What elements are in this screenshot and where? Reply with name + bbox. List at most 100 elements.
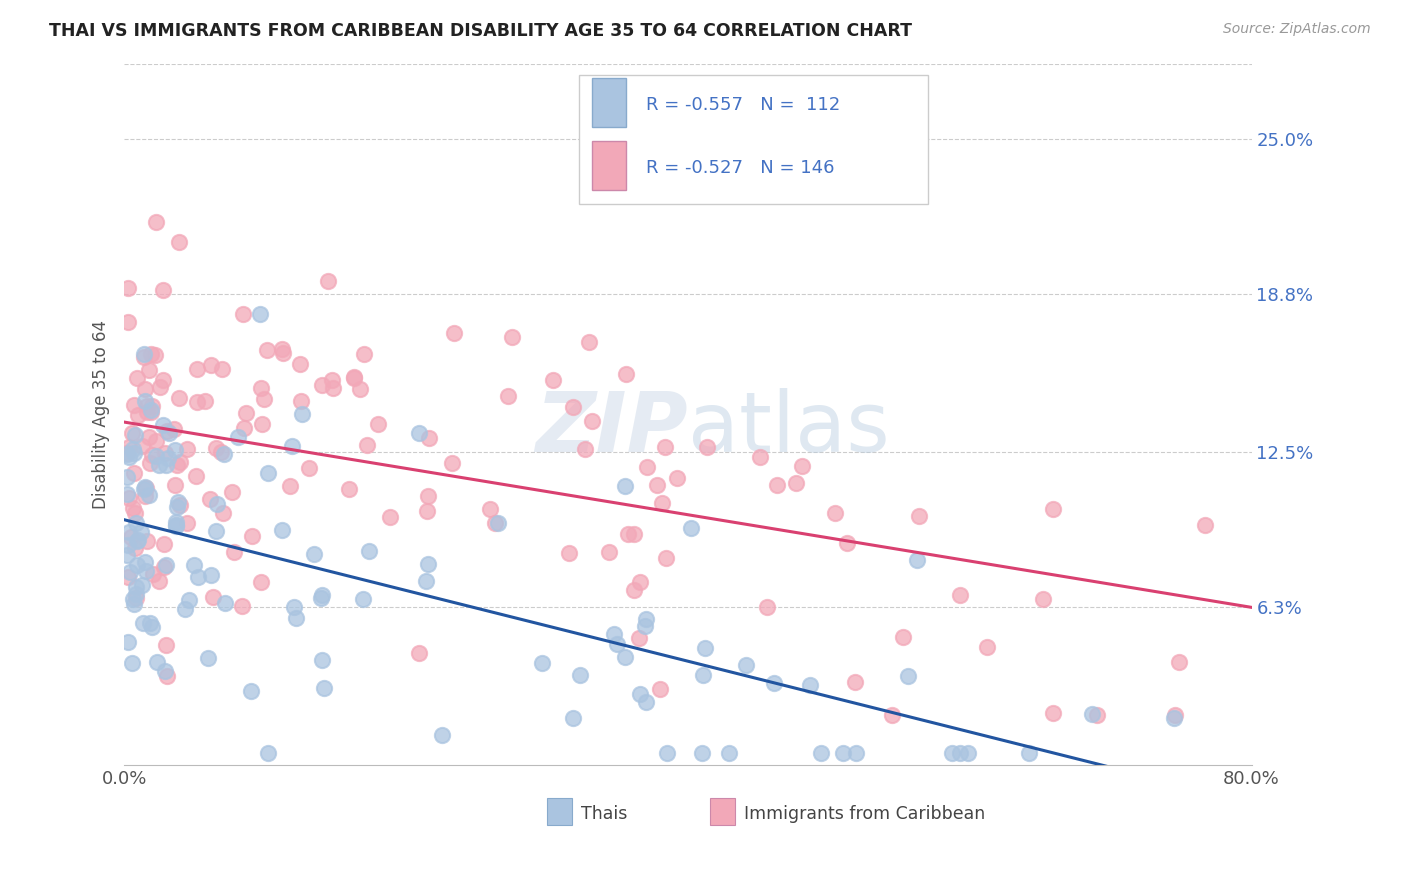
Point [127, 371, 149, 385]
Point [562, 400, 585, 414]
Point [311, 377, 333, 392]
Point [186, 361, 208, 376]
Point [1018, 746, 1040, 760]
Point [115, 446, 138, 460]
Point [479, 501, 502, 516]
Point [353, 347, 375, 361]
Point [291, 407, 314, 421]
Point [617, 527, 640, 541]
Point [309, 591, 332, 605]
Point [155, 558, 177, 572]
Point [148, 458, 170, 473]
Point [153, 537, 176, 551]
Point [124, 541, 146, 556]
Point [136, 534, 159, 549]
Point [165, 519, 187, 533]
Point [558, 546, 581, 560]
Point [654, 440, 676, 454]
Point [302, 547, 325, 561]
Point [654, 551, 676, 566]
Point [200, 568, 222, 582]
Point [132, 483, 155, 497]
Point [118, 524, 141, 539]
Point [200, 359, 222, 373]
Point [756, 600, 779, 615]
Point [530, 656, 553, 670]
Point [141, 399, 163, 413]
Point [240, 528, 263, 542]
Text: atlas: atlas [688, 388, 890, 469]
Point [845, 746, 868, 760]
Point [141, 620, 163, 634]
Point [314, 681, 336, 695]
Point [283, 600, 305, 615]
Point [176, 442, 198, 456]
Point [799, 678, 821, 692]
Point [415, 504, 437, 518]
Point [174, 602, 197, 616]
Point [606, 637, 628, 651]
Point [232, 421, 254, 435]
Point [763, 676, 786, 690]
Point [1167, 655, 1189, 669]
Point [134, 489, 156, 503]
Point [634, 612, 657, 626]
Point [748, 450, 770, 465]
Point [645, 477, 668, 491]
Point [194, 393, 217, 408]
Point [138, 363, 160, 377]
Point [135, 481, 157, 495]
Text: R = -0.527   N = 146: R = -0.527 N = 146 [647, 159, 835, 177]
Point [117, 281, 139, 295]
Point [679, 521, 702, 535]
Point [628, 687, 651, 701]
Point [179, 593, 201, 607]
Point [226, 430, 249, 444]
Point [316, 274, 339, 288]
Point [290, 394, 312, 409]
Point [693, 641, 716, 656]
Point [891, 631, 914, 645]
Point [835, 536, 858, 550]
Point [169, 498, 191, 512]
Point [121, 501, 143, 516]
Point [321, 373, 343, 387]
Point [298, 460, 321, 475]
Point [155, 446, 177, 460]
Point [256, 343, 278, 357]
Point [568, 668, 591, 682]
Point [121, 592, 143, 607]
Point [257, 746, 280, 760]
Text: THAI VS IMMIGRANTS FROM CARIBBEAN DISABILITY AGE 35 TO 64 CORRELATION CHART: THAI VS IMMIGRANTS FROM CARIBBEAN DISABI… [49, 22, 912, 40]
Point [124, 506, 146, 520]
Point [832, 746, 855, 760]
Point [117, 569, 139, 583]
FancyBboxPatch shape [578, 75, 928, 204]
Point [209, 444, 232, 458]
Point [118, 565, 141, 579]
Point [418, 558, 440, 572]
Point [1164, 707, 1187, 722]
Point [240, 683, 263, 698]
Point [118, 491, 141, 506]
Point [165, 477, 187, 491]
Point [484, 516, 506, 531]
Point [443, 326, 465, 340]
Point [211, 361, 233, 376]
Point [343, 371, 366, 385]
Point [311, 652, 333, 666]
Point [132, 615, 155, 630]
Point [634, 695, 657, 709]
Text: Immigrants from Caribbean: Immigrants from Caribbean [744, 805, 986, 823]
Point [1194, 518, 1216, 533]
Point [322, 381, 344, 395]
Point [790, 458, 813, 473]
Point [124, 427, 146, 442]
Point [288, 358, 311, 372]
Point [281, 439, 304, 453]
Point [155, 638, 177, 652]
Point [134, 393, 156, 408]
Point [636, 460, 658, 475]
Point [356, 438, 378, 452]
Bar [547, 798, 572, 825]
